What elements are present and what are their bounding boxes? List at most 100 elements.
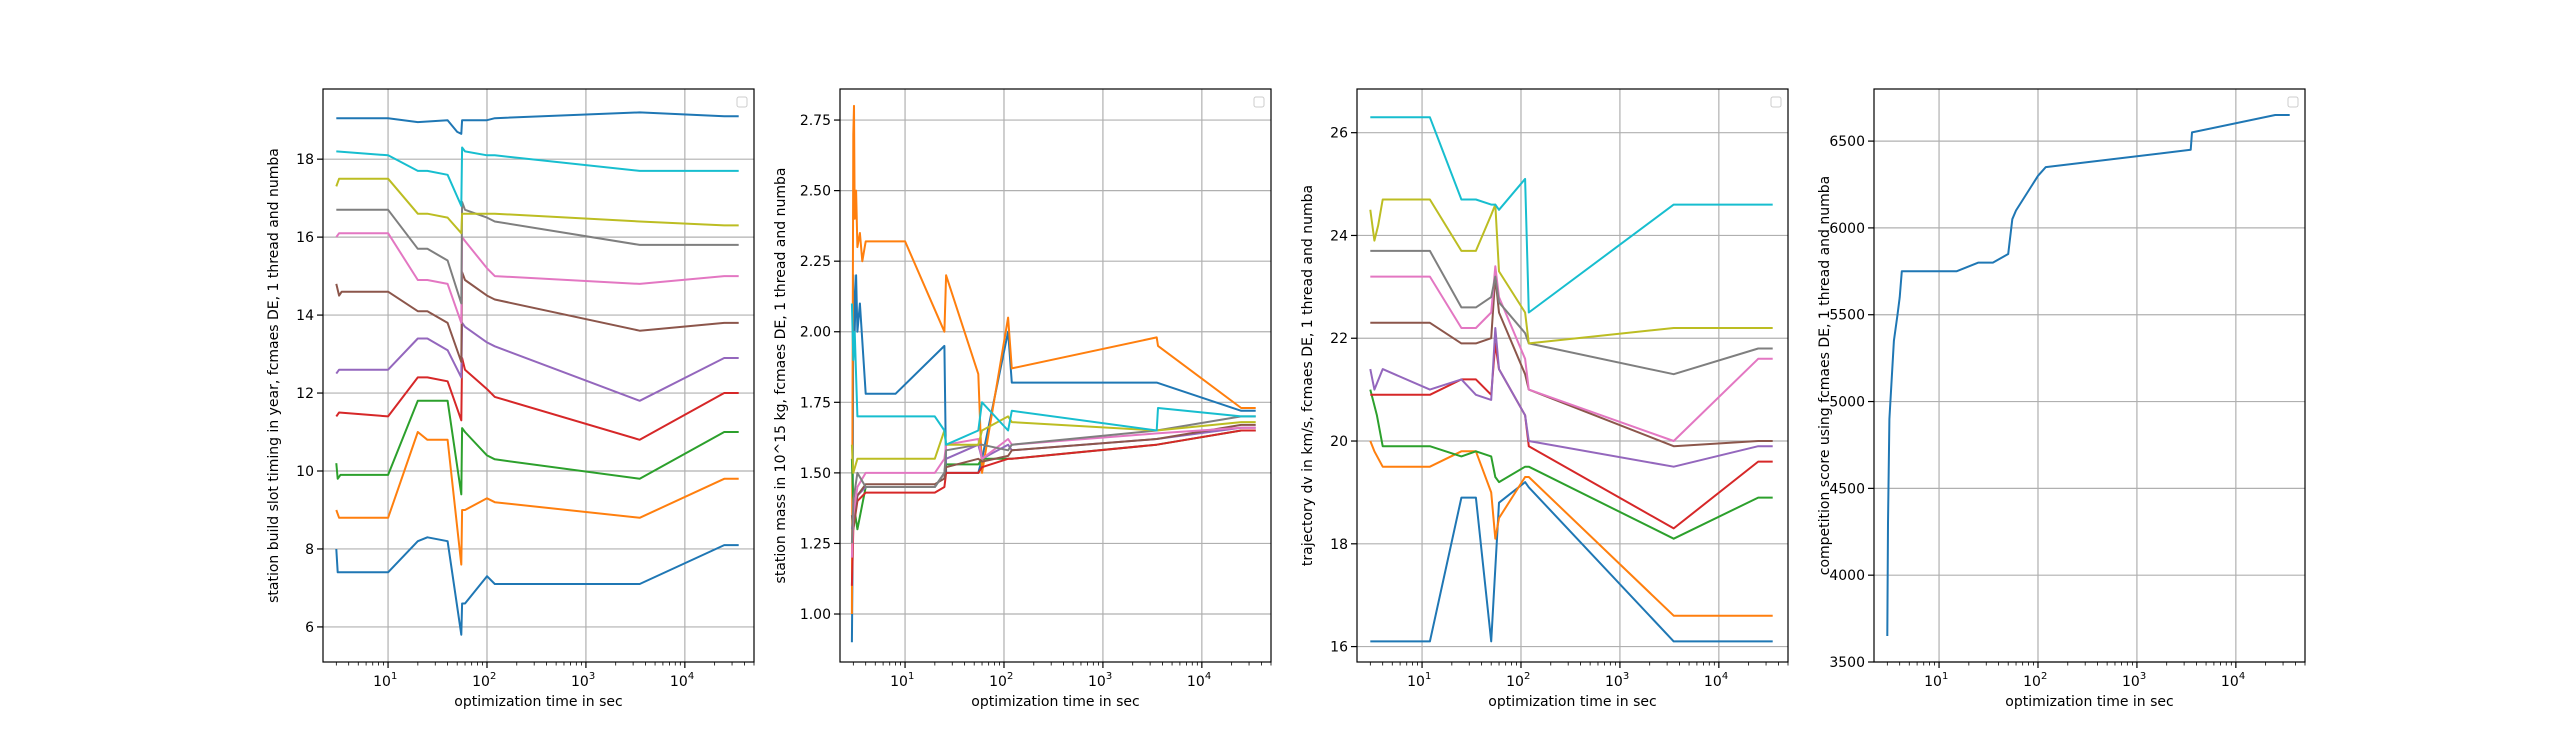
series-line-8 [850,415,1256,544]
x-tick-label-exponent: 2 [1007,671,1013,682]
grid [840,89,1271,662]
series-line-11 [336,111,739,135]
y-tick-label: 5000 [1829,395,1865,411]
series-line-5 [1369,327,1773,468]
series-line-7 [850,426,1256,558]
x-tick-label: 10 [1924,674,1942,690]
y-tick-label: 16 [1330,640,1348,656]
series-line-4 [850,429,1256,586]
series-group [850,104,1256,643]
axes-frame [1356,88,1789,663]
y-tick-label: 4000 [1829,568,1865,584]
axes-frame [322,88,755,663]
x-tick-label-exponent: 4 [2239,671,2245,682]
x-tick-label-exponent: 4 [1722,671,1728,682]
series-line-1 [850,274,1256,643]
series-line-10 [850,303,1256,446]
y-tick-label: 4500 [1829,481,1865,497]
series-line-8 [1370,249,1773,376]
chart-panel-station-mass: 10 1 10 2 10 3 10 41.001.251.501.752.002.252.50… [773,88,1272,710]
x-tick-label: 10 [2221,674,2239,690]
x-tick-label-exponent: 4 [688,671,694,682]
x-tick-label-exponent: 3 [1623,671,1629,682]
series-line-8 [336,201,739,305]
series-line-6 [1370,275,1773,448]
x-tick-label: 10 [2023,674,2041,690]
x-tick-label: 10 [670,674,688,690]
x-axis-label: optimization time in sec [2005,694,2173,710]
y-axis-label: station mass in 10^15 kg, fcmaes DE, 1 t… [773,168,789,584]
x-tick-label-exponent: 1 [908,671,914,682]
y-tick-label: 2.25 [800,254,831,270]
y-tick-label: 8 [305,542,314,558]
series-line-10 [336,146,739,207]
y-tick-label: 1.75 [800,395,831,411]
x-tick-label: 10 [1506,674,1524,690]
x-tick-label-exponent: 1 [391,671,397,682]
series-line-5 [850,426,1256,530]
x-tick-label: 10 [2122,674,2140,690]
chart-panel-competition-score: 10 1 10 2 10 3 10 43500400045005000550060006500… [1817,88,2306,710]
x-tick-label: 10 [571,674,589,690]
y-tick-label: 24 [1330,228,1348,244]
legend-box [736,96,748,108]
x-axis-label: optimization time in sec [971,694,1139,710]
x-tick-label: 10 [373,674,391,690]
y-tick-label: 2.00 [800,325,831,341]
grid [1357,89,1788,662]
series-line-3 [850,429,1256,531]
y-tick-label: 1.25 [800,536,831,552]
x-tick-label-exponent: 2 [2041,671,2047,682]
series-line-7 [1370,265,1773,442]
x-tick-label-exponent: 3 [1106,671,1112,682]
series-line-5 [335,321,739,402]
y-tick-label: 6500 [1829,134,1865,150]
x-tick-label: 10 [890,674,908,690]
series-line-6 [335,271,739,363]
series-line-2 [335,431,739,566]
x-tick-label: 10 [1407,674,1425,690]
x-tick-label-exponent: 2 [490,671,496,682]
y-tick-label: 6 [305,620,314,636]
y-tick-label: 12 [296,386,314,402]
y-tick-label: 1.50 [800,466,831,482]
series-line-2 [1369,440,1773,617]
y-tick-label: 20 [1330,434,1348,450]
x-tick-label: 10 [472,674,490,690]
y-tick-label: 2.50 [800,184,831,200]
y-tick-label: 14 [296,308,314,324]
series-line-6 [850,423,1256,531]
legend-box [1253,96,1265,108]
x-tick-label-exponent: 1 [1942,671,1948,682]
y-axis-label: trajectory dv in km/s, fcmaes DE, 1 thre… [1300,185,1316,566]
legend-box [2287,96,2299,108]
series-line-1 [1370,481,1773,643]
y-tick-label: 10 [296,464,314,480]
x-tick-label-exponent: 3 [2140,671,2146,682]
series-group [335,111,739,636]
series-line-3 [335,399,739,496]
y-tick-label: 6000 [1829,221,1865,237]
series-group [1369,116,1773,643]
x-tick-label-exponent: 4 [1205,671,1211,682]
x-axis-label: optimization time in sec [454,694,622,710]
axes-frame [839,88,1272,663]
series-line-1 [1886,114,2290,637]
x-tick-label: 10 [1187,674,1205,690]
series-line-9 [335,177,739,235]
grid [1874,89,2305,663]
legend-box [1770,96,1782,108]
y-axis-label: station build slot timing in year, fcmae… [266,148,282,603]
x-tick-label: 10 [1088,674,1106,690]
series-group [1886,114,2290,637]
x-tick-label-exponent: 3 [589,671,595,682]
y-tick-label: 26 [1330,126,1348,142]
x-tick-label-exponent: 1 [1425,671,1431,682]
series-line-9 [1369,198,1773,345]
series-line-9 [850,415,1256,474]
series-line-4 [1370,342,1773,530]
x-axis-label: optimization time in sec [1488,694,1656,710]
